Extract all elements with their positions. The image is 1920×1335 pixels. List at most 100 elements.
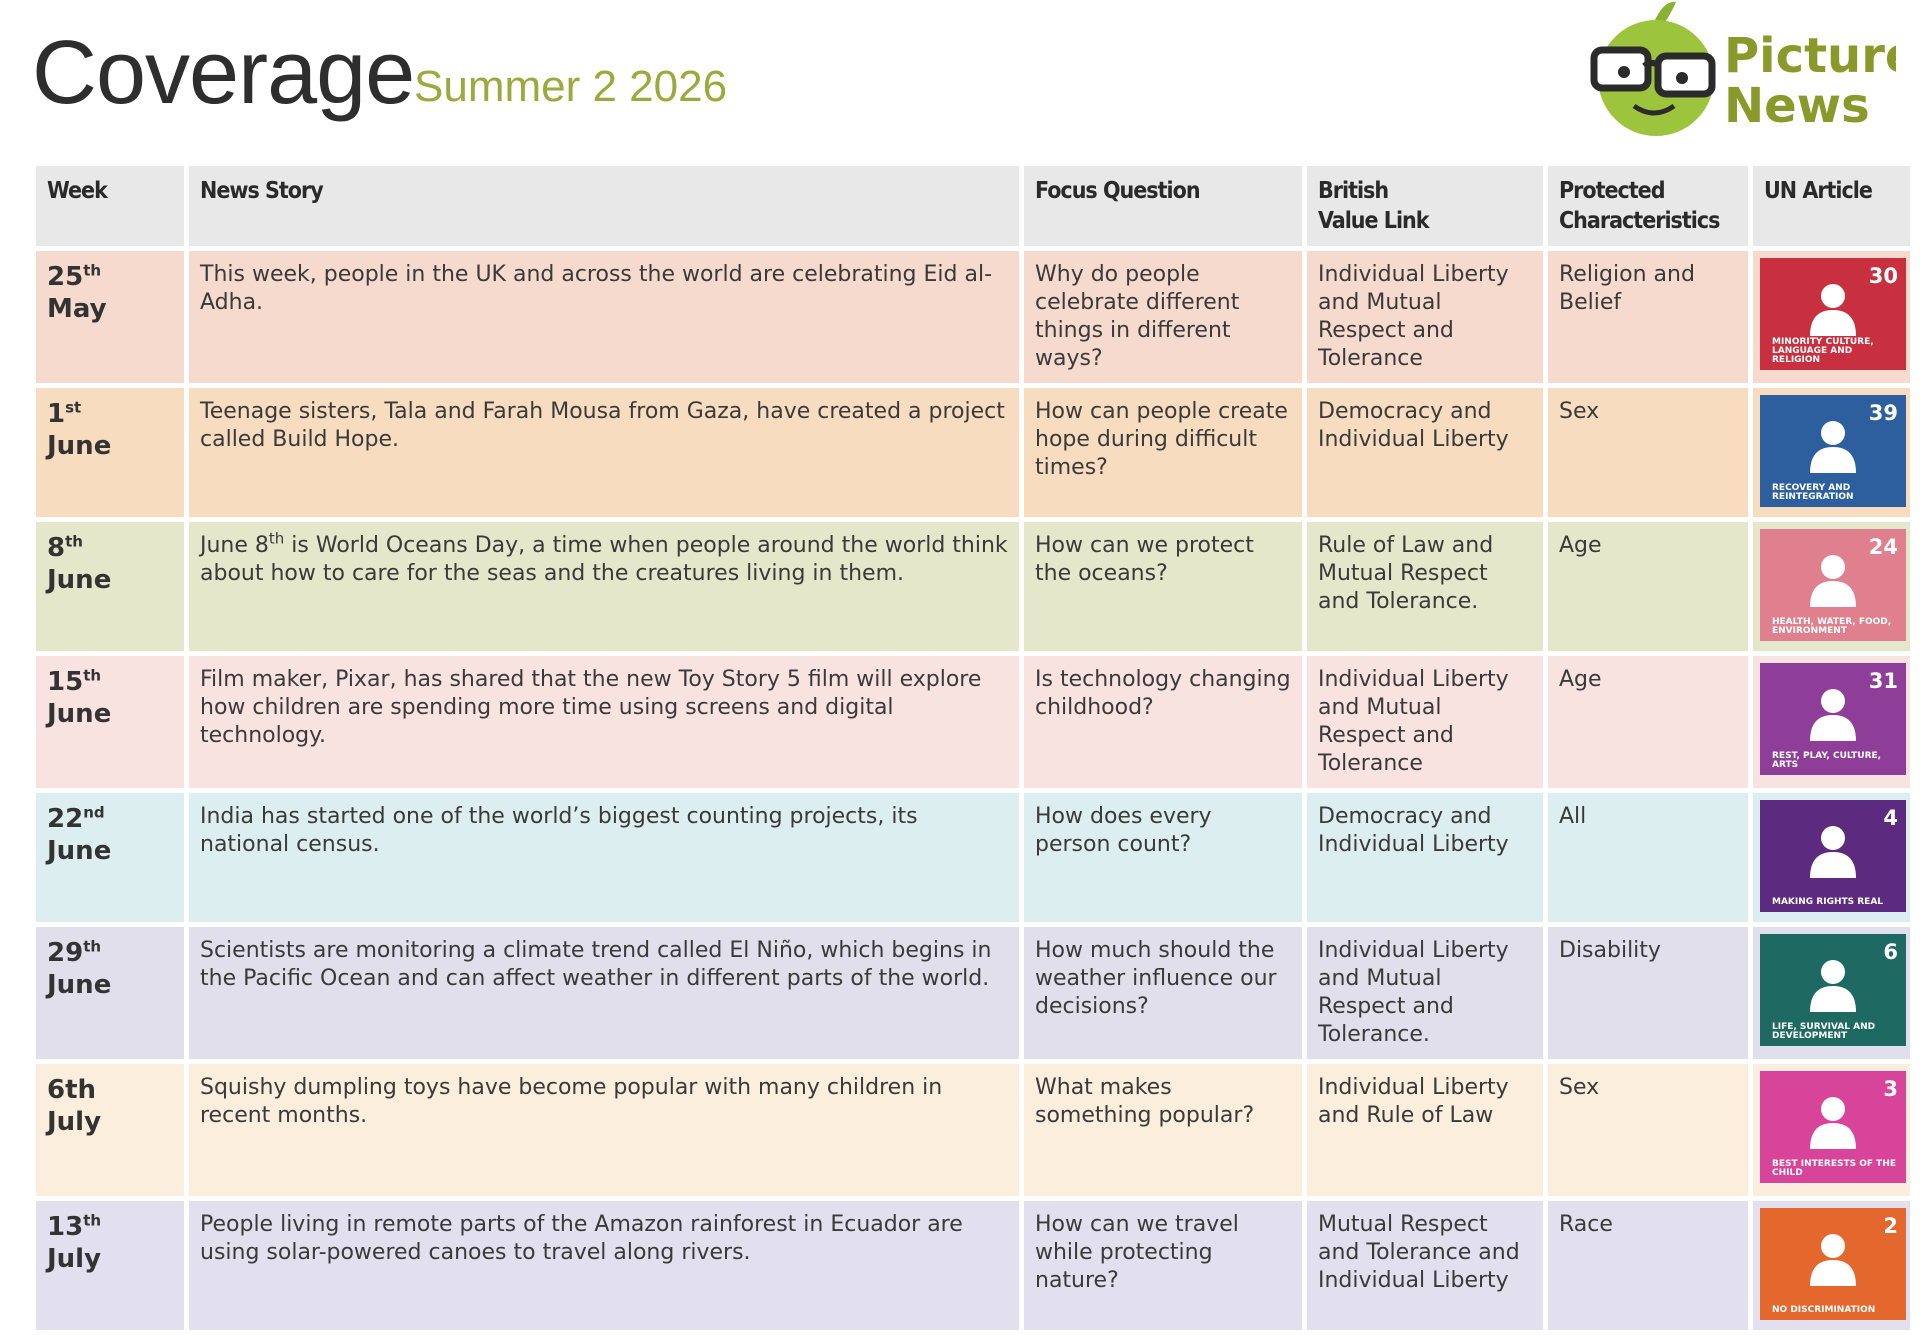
header-text: British xyxy=(1318,178,1389,204)
value-cell: Individual Liberty and Mutual Respect an… xyxy=(1307,656,1543,788)
value-cell: Democracy and Individual Liberty xyxy=(1307,388,1543,517)
un-article-tile: 31 REST, PLAY, CULTURE, ARTS xyxy=(1760,663,1906,775)
british-value: Individual Liberty and Mutual Respect an… xyxy=(1318,667,1509,776)
column-header: News Story xyxy=(189,166,1019,246)
british-value: Individual Liberty and Mutual Respect an… xyxy=(1318,938,1509,1047)
header-row: Week News Story Focus Question British Value… xyxy=(36,166,1910,246)
article-caption: BEST INTERESTS OF THE CHILD xyxy=(1772,1159,1896,1178)
week-cell: 25th May xyxy=(36,251,184,383)
table-row: 22nd June India has started one of the wor… xyxy=(36,793,1910,922)
week-month: June xyxy=(47,565,112,595)
column-header: British Value Link xyxy=(1307,166,1543,246)
article-icon xyxy=(1810,689,1856,741)
article-caption: REST, PLAY, CULTURE, ARTS xyxy=(1772,751,1882,770)
characteristic: Age xyxy=(1559,533,1602,558)
characteristic: Age xyxy=(1559,667,1602,692)
table-row: 25th May This week, people in the UK and a… xyxy=(36,251,1910,383)
characteristic-cell: Sex xyxy=(1548,388,1748,517)
characteristic-cell: Race xyxy=(1548,1201,1748,1330)
week-cell: 13th July xyxy=(36,1201,184,1330)
british-value: Democracy and Individual Liberty xyxy=(1318,804,1509,857)
week-month: June xyxy=(47,836,112,866)
story-text: June 8 xyxy=(200,533,269,558)
article-cell: 31 REST, PLAY, CULTURE, ARTS xyxy=(1753,656,1910,788)
story-text: India has started one of the world’s big… xyxy=(200,804,918,857)
un-article-tile: 39 RECOVERY AND REINTEGRATION xyxy=(1760,395,1906,507)
week-cell: 29th June xyxy=(36,927,184,1059)
week-month: June xyxy=(47,699,112,729)
story-cell: This week, people in the UK and across t… xyxy=(189,251,1019,383)
question-cell: Is technology changing childhood? xyxy=(1024,656,1302,788)
un-article-tile: 24 HEALTH, WATER, FOOD, ENVIRONMENT xyxy=(1760,529,1906,641)
day: 15 xyxy=(47,667,84,697)
characteristic-cell: Age xyxy=(1548,522,1748,651)
british-value: Rule of Law and Mutual Respect and Toler… xyxy=(1318,533,1494,614)
characteristic: Race xyxy=(1559,1212,1613,1237)
header-text: Value Link xyxy=(1318,208,1430,234)
article-caption: MAKING RIGHTS REAL xyxy=(1772,897,1884,907)
article-cell: 4 MAKING RIGHTS REAL xyxy=(1753,793,1910,922)
value-cell: Mutual Respect and Tolerance and Individ… xyxy=(1307,1201,1543,1330)
week-cell: 6th July xyxy=(36,1064,184,1196)
focus-question: How can we protect the oceans? xyxy=(1035,533,1254,586)
week-day: 22nd xyxy=(47,803,173,835)
un-article-tile: 30 MINORITY CULTURE, LANGUAGE AND RELIGIO… xyxy=(1760,258,1906,370)
column-header: UN Article xyxy=(1753,166,1910,246)
article-icon xyxy=(1810,826,1856,878)
logo: Picture News xyxy=(1590,1,1896,136)
day-suffix: th xyxy=(83,1211,102,1230)
article-icon xyxy=(1810,421,1856,473)
article-caption: NO DISCRIMINATION xyxy=(1772,1305,1876,1315)
week-day: 25th xyxy=(47,261,173,293)
coverage-table: Week News Story Focus Question British Value… xyxy=(31,161,1915,1335)
week-month: June xyxy=(47,970,112,1000)
table-row: 8th June June 8th is World Oceans Day, a t… xyxy=(36,522,1910,651)
story-cell: June 8th is World Oceans Day, a time whe… xyxy=(189,522,1019,651)
day: 8 xyxy=(47,533,66,563)
article-cell: 30 MINORITY CULTURE, LANGUAGE AND RELIGIO… xyxy=(1753,251,1910,383)
header-text: UN Article xyxy=(1764,178,1873,204)
week-day: 13th xyxy=(47,1211,173,1243)
british-value: Individual Liberty and Mutual Respect an… xyxy=(1318,262,1509,371)
question-cell: How does every person count? xyxy=(1024,793,1302,922)
focus-question: Why do people celebrate different things… xyxy=(1035,262,1240,371)
week-cell: 22nd June xyxy=(36,793,184,922)
story-cell: Teenage sisters, Tala and Farah Mousa fr… xyxy=(189,388,1019,517)
question-cell: What makes something popular? xyxy=(1024,1064,1302,1196)
week-day: 15th xyxy=(47,666,173,698)
article-cell: 24 HEALTH, WATER, FOOD, ENVIRONMENT xyxy=(1753,522,1910,651)
article-caption: MINORITY CULTURE, LANGUAGE AND RELIGION xyxy=(1772,337,1874,365)
characteristic: Sex xyxy=(1559,399,1600,424)
question-cell: How much should the weather influence ou… xyxy=(1024,927,1302,1059)
focus-question: Is technology changing childhood? xyxy=(1035,667,1291,720)
focus-question: How does every person count? xyxy=(1035,804,1212,857)
page-body: Coverage Summer 2 2026 Picture News Week… xyxy=(32,1,1910,1330)
characteristic: Disability xyxy=(1559,938,1661,963)
article-caption: HEALTH, WATER, FOOD, ENVIRONMENT xyxy=(1772,617,1892,636)
column-header: Week xyxy=(36,166,184,246)
article-cell: 39 RECOVERY AND REINTEGRATION xyxy=(1753,388,1910,517)
week-month: June xyxy=(47,431,112,461)
title: Coverage xyxy=(32,23,415,123)
day: 29 xyxy=(47,938,84,968)
day: 6th xyxy=(47,1075,97,1105)
logo-text: Picture xyxy=(1724,28,1896,84)
article-cell: 3 BEST INTERESTS OF THE CHILD xyxy=(1753,1064,1910,1196)
column-header: Focus Question xyxy=(1024,166,1302,246)
story-text: Scientists are monitoring a climate tren… xyxy=(200,938,992,991)
day-suffix: th xyxy=(83,666,102,685)
article-number: 3 xyxy=(1883,1077,1898,1101)
table-row: 1st June Teenage sisters, Tala and Farah M… xyxy=(36,388,1910,517)
value-cell: Individual Liberty and Rule of Law xyxy=(1307,1064,1543,1196)
week-month: July xyxy=(47,1244,102,1274)
subtitle: Summer 2 2026 xyxy=(414,62,728,111)
article-icon xyxy=(1810,284,1856,336)
question-cell: How can we protect the oceans? xyxy=(1024,522,1302,651)
day-suffix: st xyxy=(65,398,82,417)
article-icon xyxy=(1810,555,1856,607)
british-value: Individual Liberty and Rule of Law xyxy=(1318,1075,1509,1128)
week-day: 1st xyxy=(47,398,173,430)
article-number: 39 xyxy=(1868,401,1898,425)
value-cell: Democracy and Individual Liberty xyxy=(1307,793,1543,922)
week-cell: 15th June xyxy=(36,656,184,788)
